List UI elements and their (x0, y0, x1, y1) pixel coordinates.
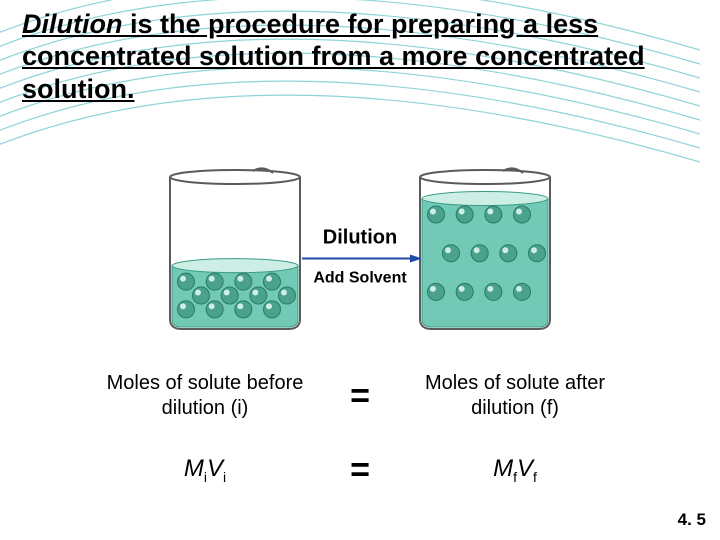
formula-mfvf: MfVf (400, 454, 630, 486)
add-solvent-label: Add Solvent (270, 270, 450, 288)
diagram-center-labels: Dilution Add Solvent (270, 227, 450, 288)
slide-title: Dilution is the procedure for preparing … (0, 0, 720, 109)
equation-table: Moles of solute before dilution (i) = Mo… (0, 371, 720, 492)
moles-before-label: Moles of solute before dilution (i) (90, 371, 320, 421)
dilution-label: Dilution (270, 227, 450, 250)
arrow-row (270, 252, 450, 266)
dilution-arrow (299, 252, 421, 266)
dilution-diagram: Dilution Add Solvent (0, 147, 720, 337)
equals-sign-2: = (320, 449, 400, 492)
moles-after-label: Moles of solute after dilution (f) (400, 371, 630, 421)
page-number: 4. 5 (678, 510, 706, 530)
equals-sign-1: = (320, 375, 400, 418)
formula-mivi: MiVi (90, 454, 320, 486)
dilution-term: Dilution (22, 9, 122, 39)
